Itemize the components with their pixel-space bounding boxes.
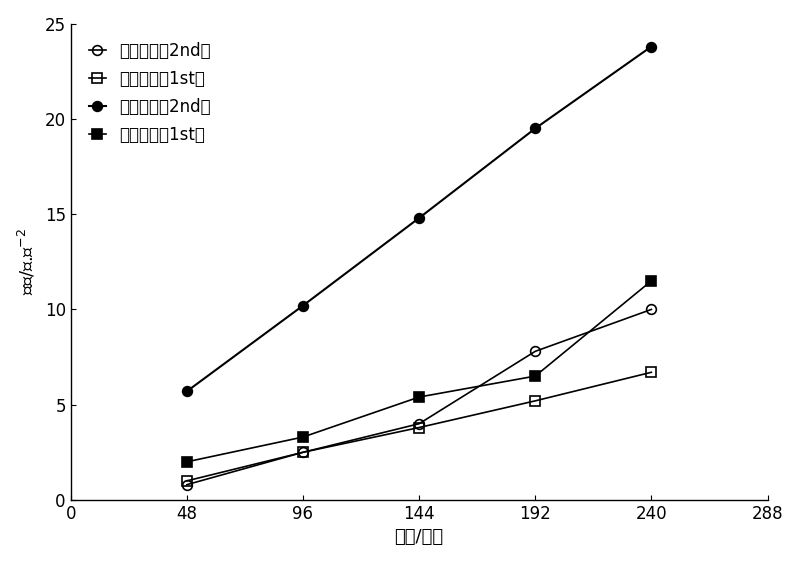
Line: 带包铝层（2nd）: 带包铝层（2nd） (182, 305, 656, 490)
去包铝层（2nd） (530, 125, 540, 132)
去包铝层（1st） (298, 434, 308, 440)
带包铝层（2nd） (298, 449, 308, 455)
带包铝层（1st） (646, 369, 656, 376)
去包铝层（1st） (182, 458, 192, 465)
带包铝层（2nd） (530, 348, 540, 355)
去包铝层（1st） (530, 373, 540, 379)
去包铝层（1st） (414, 394, 424, 400)
去包铝层（2nd） (414, 215, 424, 221)
去包铝层（2nd） (646, 43, 656, 50)
带包铝层（1st） (298, 449, 308, 455)
去包铝层（2nd） (298, 302, 308, 309)
X-axis label: 时间/小时: 时间/小时 (394, 528, 444, 546)
带包铝层（1st） (182, 477, 192, 484)
去包铝层（1st） (646, 278, 656, 284)
带包铝层（2nd） (414, 421, 424, 427)
Y-axis label: 失重/克.米$^{-2}$: 失重/克.米$^{-2}$ (17, 228, 38, 296)
去包铝层（2nd） (182, 388, 192, 395)
Legend: 带包铝层（2nd）, 带包铝层（1st）, 去包铝层（2nd）, 去包铝层（1st）: 带包铝层（2nd）, 带包铝层（1st）, 去包铝层（2nd）, 去包铝层（1s… (79, 32, 221, 154)
带包铝层（1st） (530, 397, 540, 404)
Line: 带包铝层（1st）: 带包铝层（1st） (182, 368, 656, 486)
带包铝层（1st） (414, 424, 424, 431)
Line: 去包铝层（1st）: 去包铝层（1st） (182, 276, 656, 467)
带包铝层（2nd） (182, 481, 192, 488)
Line: 去包铝层（2nd）: 去包铝层（2nd） (182, 42, 656, 396)
带包铝层（2nd） (646, 306, 656, 313)
